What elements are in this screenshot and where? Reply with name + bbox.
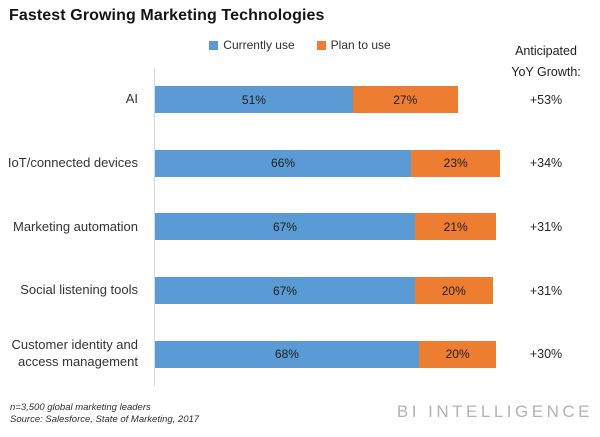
bar-value-label: 21% [443, 219, 468, 234]
bar-value-label: 66% [271, 156, 296, 171]
bar-chart: AI 51% 27% +53% IoT/connected devices 66% 23% +… [0, 68, 600, 386]
category-label: Social listening tools [20, 282, 138, 298]
bar-segment-currently-use: 67% [155, 277, 415, 305]
bar-segment-currently-use: 51% [155, 86, 353, 114]
legend-item-plan-to-use: Plan to use [316, 38, 391, 52]
bar-segment-plan-to-use: 27% [352, 86, 458, 114]
chart-row: Marketing automation 67% 21% +31% [0, 195, 600, 259]
currently-use-swatch-icon [209, 40, 219, 50]
yoy-growth-header-line1: Anticipated [515, 44, 577, 58]
category-label: Customer identity and access management [11, 337, 138, 370]
sample-size-note: n=3,500 global marketing leaders [10, 402, 151, 413]
legend-label-plan-to-use: Plan to use [330, 38, 391, 52]
chart-row: AI 51% 27% +53% [0, 68, 600, 132]
yoy-growth-value: +31% [529, 283, 563, 298]
bar-value-label: 67% [272, 283, 297, 298]
bar-segment-currently-use: 66% [155, 149, 412, 177]
bar-value-label: 68% [274, 347, 299, 362]
yoy-growth-value: +53% [529, 92, 563, 107]
chart-title: Fastest Growing Marketing Technologies [9, 7, 325, 24]
y-axis-line [154, 68, 155, 386]
yoy-growth-value: +30% [529, 347, 563, 362]
chart-row: Customer identity and access management 6… [0, 322, 600, 386]
yoy-growth-header-line2: YoY Growth: [511, 65, 581, 79]
bar-value-label: 23% [443, 156, 468, 171]
bar-track: 67% 21% [155, 213, 543, 241]
bar-value-label: 20% [445, 347, 470, 362]
bar-value-label: 51% [241, 92, 266, 107]
bar-segment-plan-to-use: 20% [414, 277, 493, 305]
bi-intelligence-logo: BI INTELLIGENCE [396, 402, 593, 421]
legend: Currently use Plan to use [0, 38, 600, 52]
yoy-growth-header: Anticipated YoY Growth: [501, 41, 591, 83]
bar-value-label: 20% [441, 283, 466, 298]
bar-track: 67% 20% [155, 277, 543, 305]
footnote: n=3,500 global marketing leaders Source:… [10, 402, 199, 426]
category-label: AI [125, 91, 138, 107]
legend-label-currently-use: Currently use [223, 38, 295, 52]
chart-row: Social listening tools 67% 20% +31% [0, 259, 600, 323]
category-label: Marketing automation [12, 218, 138, 234]
category-label: IoT/connected devices [7, 154, 138, 170]
bar-track: 66% 23% [155, 149, 543, 177]
yoy-growth-value: +34% [529, 156, 563, 171]
bar-value-label: 27% [393, 92, 418, 107]
bar-segment-plan-to-use: 21% [414, 213, 497, 241]
plan-to-use-swatch-icon [316, 40, 326, 50]
yoy-growth-value: +31% [529, 219, 563, 234]
bar-value-label: 67% [272, 219, 297, 234]
bar-track: 51% 27% [155, 86, 543, 114]
chart-row: IoT/connected devices 66% 23% +34% [0, 132, 600, 196]
source-note: Source: Salesforce, State of Marketing, … [10, 414, 200, 425]
legend-item-currently-use: Currently use [209, 38, 295, 52]
bar-segment-plan-to-use: 23% [411, 149, 501, 177]
bar-segment-currently-use: 67% [155, 213, 415, 241]
bar-segment-currently-use: 68% [155, 340, 419, 368]
bar-segment-plan-to-use: 20% [418, 340, 497, 368]
bar-track: 68% 20% [155, 340, 543, 368]
